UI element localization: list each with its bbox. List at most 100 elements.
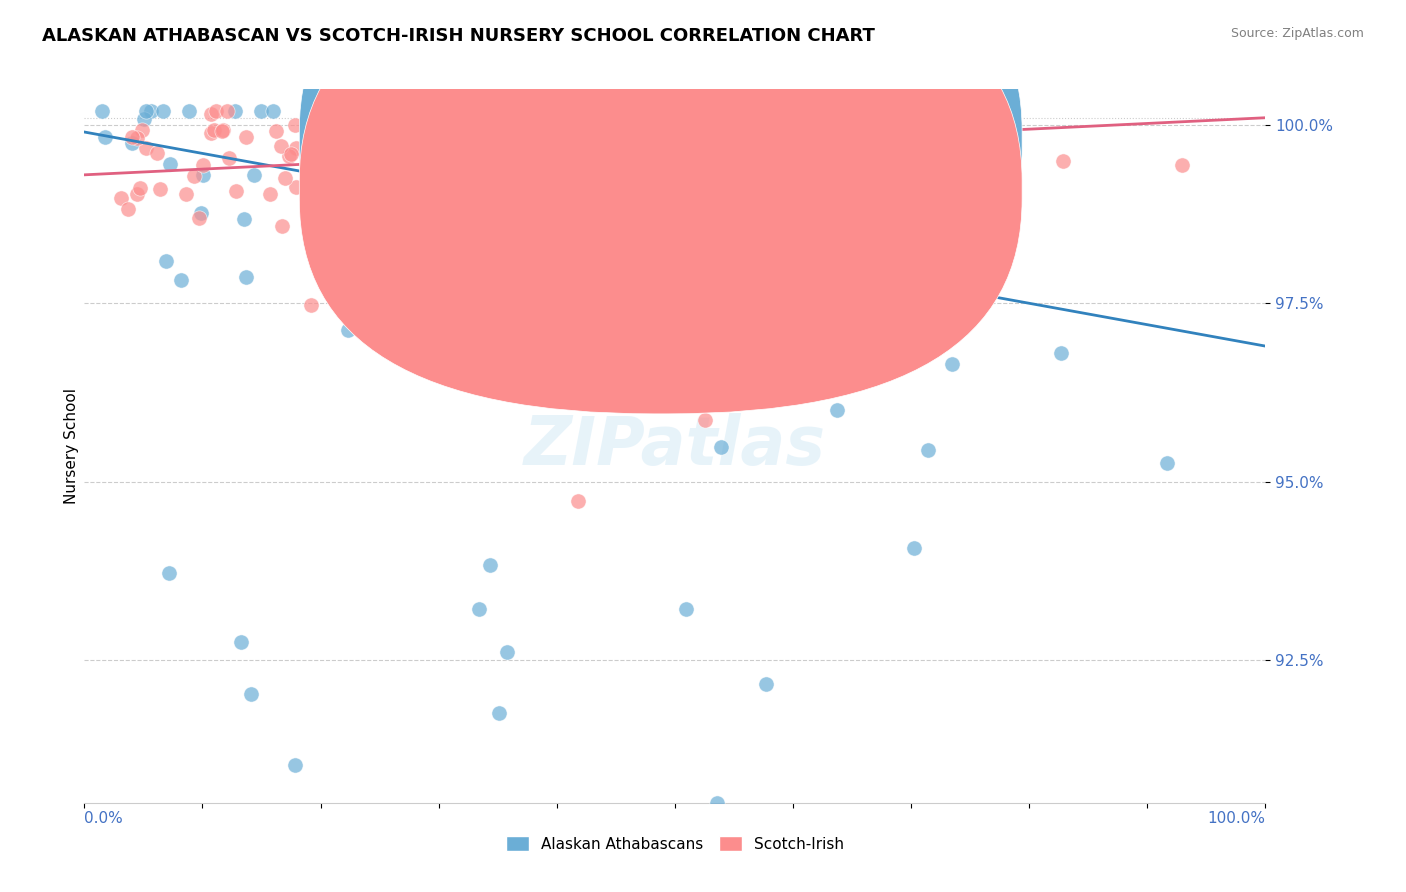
Point	[312, 103, 335, 118]
Point	[591, 125, 613, 139]
Point	[187, 211, 209, 226]
Point	[562, 184, 585, 198]
Point	[218, 151, 240, 165]
Point	[284, 141, 307, 155]
Point	[817, 340, 839, 354]
Point	[567, 493, 589, 508]
Point	[530, 168, 553, 182]
Point	[451, 232, 474, 246]
Point	[129, 181, 152, 195]
Point	[280, 146, 302, 161]
Text: 0.0%: 0.0%	[84, 812, 124, 826]
Point	[375, 123, 398, 137]
Point	[270, 219, 292, 233]
Point	[745, 105, 768, 120]
Point	[603, 103, 626, 118]
Point	[117, 202, 139, 217]
Point	[692, 103, 714, 118]
Point	[191, 168, 214, 182]
Point	[617, 235, 640, 250]
Text: Source: ZipAtlas.com: Source: ZipAtlas.com	[1230, 27, 1364, 40]
Point	[501, 103, 523, 118]
Point	[121, 129, 143, 144]
Point	[868, 211, 890, 225]
Text: ALASKAN ATHABASCAN VS SCOTCH-IRISH NURSERY SCHOOL CORRELATION CHART: ALASKAN ATHABASCAN VS SCOTCH-IRISH NURSE…	[42, 27, 875, 45]
Point	[614, 319, 637, 334]
Point	[225, 184, 247, 198]
Point	[523, 218, 546, 232]
Point	[356, 113, 378, 128]
Point	[200, 107, 222, 121]
Point	[661, 116, 683, 130]
Point	[875, 194, 897, 208]
Point	[596, 346, 619, 360]
Point	[765, 278, 787, 293]
Point	[336, 323, 359, 337]
Point	[170, 272, 193, 286]
Point	[398, 148, 420, 162]
Point	[412, 140, 434, 154]
Point	[321, 261, 343, 276]
Point	[741, 238, 763, 252]
Point	[702, 190, 724, 204]
Point	[485, 103, 508, 118]
Point	[264, 124, 287, 138]
Point	[155, 253, 177, 268]
Point	[821, 235, 844, 249]
Point	[270, 139, 292, 153]
Point	[675, 131, 697, 145]
FancyBboxPatch shape	[627, 96, 1005, 225]
Point	[825, 403, 848, 417]
Point	[387, 117, 409, 131]
Point	[359, 126, 381, 140]
Point	[131, 123, 153, 137]
Point	[177, 103, 200, 118]
Point	[613, 139, 636, 153]
Point	[484, 167, 506, 181]
Point	[380, 103, 402, 118]
Point	[242, 168, 264, 182]
Point	[135, 103, 157, 118]
Point	[316, 144, 339, 158]
Point	[792, 161, 814, 175]
Point	[224, 103, 246, 118]
Point	[710, 175, 733, 189]
Point	[879, 114, 901, 128]
Point	[479, 558, 502, 573]
Point	[868, 346, 890, 360]
Point	[110, 191, 132, 205]
Point	[967, 123, 990, 137]
Point	[595, 103, 617, 118]
Point	[633, 113, 655, 128]
Legend: Alaskan Athabascans, Scotch-Irish: Alaskan Athabascans, Scotch-Irish	[498, 828, 852, 859]
Point	[211, 123, 233, 137]
Point	[439, 103, 461, 118]
Point	[755, 677, 778, 691]
Point	[754, 103, 776, 118]
Text: ZIPatlas: ZIPatlas	[524, 413, 825, 479]
Point	[710, 440, 733, 454]
Point	[145, 146, 167, 161]
Point	[787, 157, 810, 171]
Point	[429, 278, 451, 293]
Point	[675, 602, 697, 616]
Point	[183, 169, 205, 183]
Point	[139, 103, 162, 118]
Point	[370, 167, 392, 181]
Point	[284, 758, 307, 772]
Point	[135, 141, 157, 155]
Point	[415, 191, 437, 205]
Point	[894, 194, 917, 209]
Point	[478, 235, 501, 249]
Point	[550, 242, 572, 256]
Point	[620, 164, 643, 178]
Point	[721, 103, 744, 118]
Point	[908, 293, 931, 307]
Point	[235, 129, 257, 144]
Point	[706, 796, 728, 810]
Point	[274, 170, 297, 185]
Point	[433, 103, 456, 118]
Point	[1052, 154, 1074, 169]
Point	[917, 442, 939, 457]
Point	[215, 103, 238, 118]
